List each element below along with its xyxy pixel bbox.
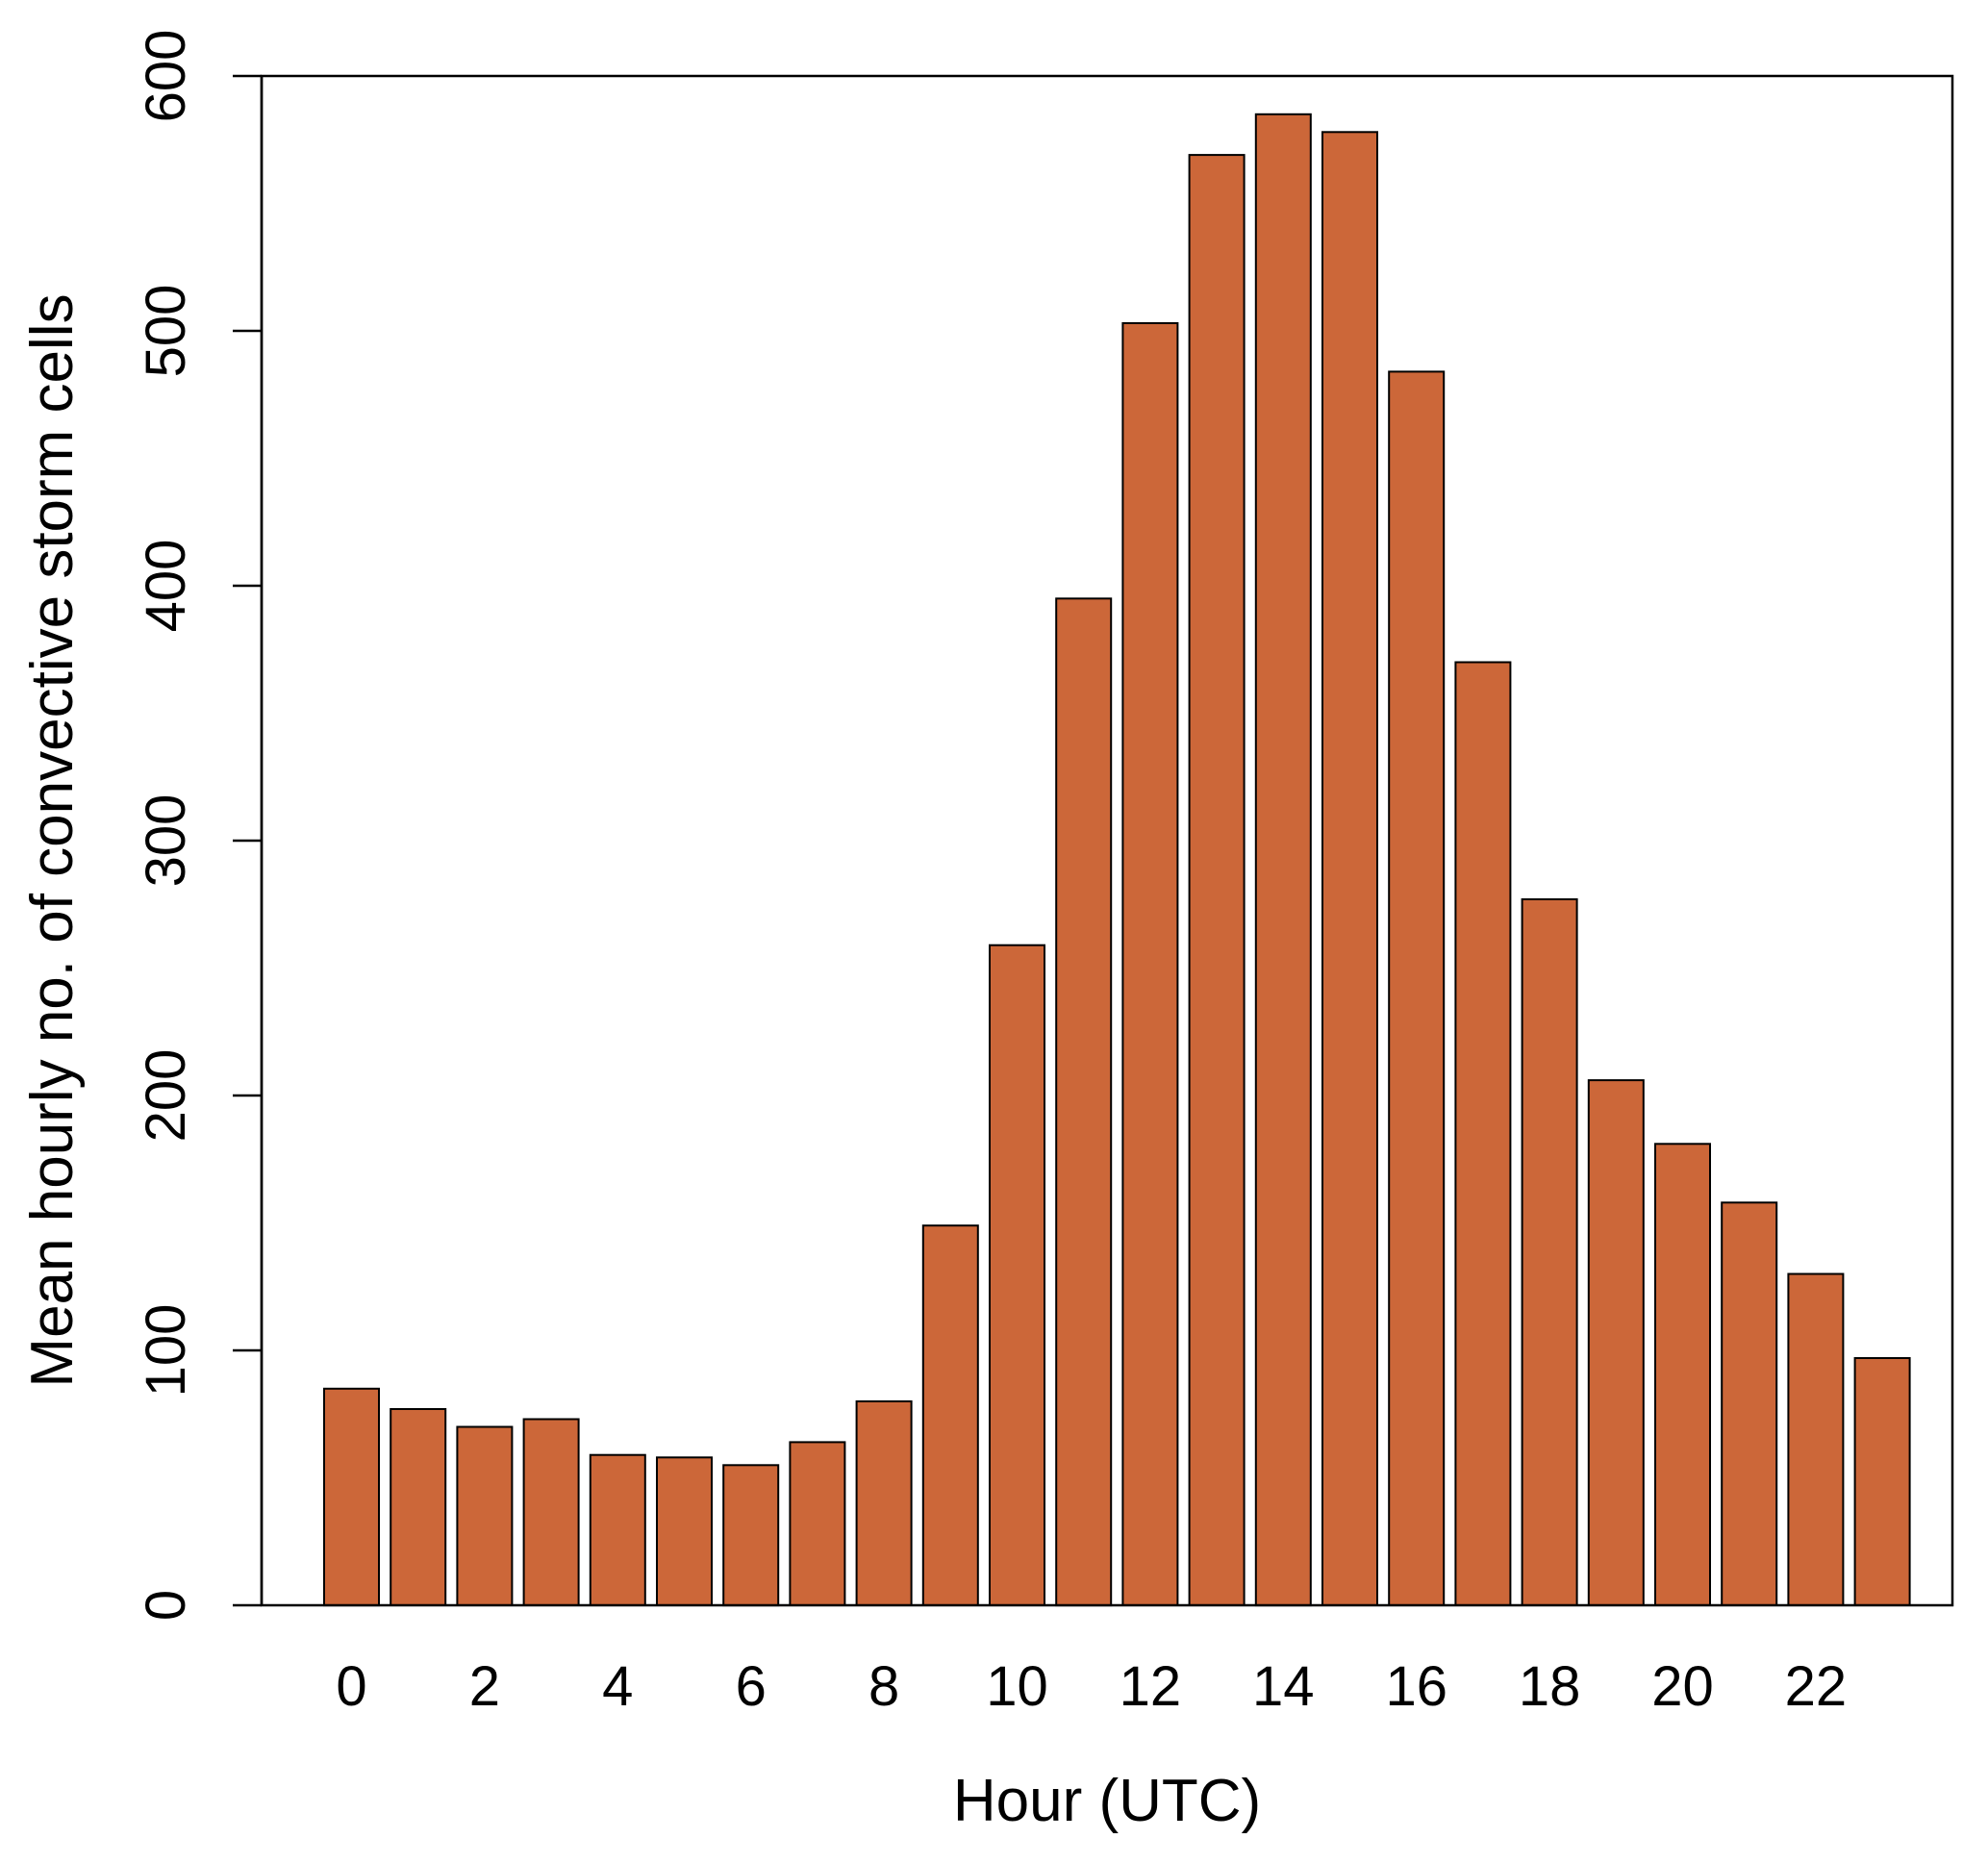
bar-hour-22 xyxy=(1787,1272,1845,1606)
x-axis-tick-labels: 0 2 4 6 8 10 12 14 16 18 20 22 xyxy=(336,1655,1847,1718)
bar-hour-7 xyxy=(789,1441,846,1607)
bar-hour-18 xyxy=(1521,898,1578,1606)
bar-hour-6 xyxy=(722,1464,780,1607)
bar-hour-4 xyxy=(589,1453,646,1606)
bar-hour-13 xyxy=(1188,154,1246,1607)
y-axis-title: Mean hourly no. of convective storm cell… xyxy=(19,293,86,1387)
bar-hour-14 xyxy=(1254,113,1312,1607)
bar-hour-5 xyxy=(656,1456,713,1607)
bars-group xyxy=(323,113,1911,1607)
x-tick-label-12: 12 xyxy=(1120,1655,1182,1718)
y-axis: 0 100 200 300 400 500 600 xyxy=(135,30,264,1621)
y-tick-label-400: 400 xyxy=(135,540,197,633)
x-tick-label-16: 16 xyxy=(1385,1655,1447,1718)
x-tick-label-18: 18 xyxy=(1519,1655,1581,1718)
x-axis-title: Hour (UTC) xyxy=(953,1768,1261,1834)
bar-hour-8 xyxy=(855,1400,913,1606)
bar-hour-1 xyxy=(390,1408,447,1606)
x-tick-label-0: 0 xyxy=(336,1655,366,1718)
y-tick-label-0: 0 xyxy=(135,1590,197,1621)
y-tick-label-600: 600 xyxy=(135,30,197,123)
bar-hour-23 xyxy=(1853,1357,1911,1606)
x-tick-label-20: 20 xyxy=(1651,1655,1714,1718)
bar-hour-0 xyxy=(323,1387,380,1607)
bar-hour-3 xyxy=(522,1418,580,1606)
bar-hour-10 xyxy=(989,944,1045,1606)
bar-hour-21 xyxy=(1721,1201,1778,1607)
x-tick-label-22: 22 xyxy=(1785,1655,1848,1718)
bar-hour-20 xyxy=(1654,1143,1711,1607)
bar-hour-16 xyxy=(1388,370,1446,1606)
y-tick-label-500: 500 xyxy=(135,285,197,378)
bar-hour-2 xyxy=(456,1425,514,1606)
y-tick-label-100: 100 xyxy=(135,1304,197,1398)
x-tick-label-4: 4 xyxy=(602,1655,633,1718)
bar-hour-9 xyxy=(921,1224,979,1606)
bar-hour-15 xyxy=(1321,131,1378,1606)
bar-hour-19 xyxy=(1587,1079,1645,1606)
x-tick-label-14: 14 xyxy=(1252,1655,1315,1718)
x-tick-label-8: 8 xyxy=(868,1655,899,1718)
y-tick-label-200: 200 xyxy=(135,1049,197,1143)
bar-hour-11 xyxy=(1055,597,1113,1607)
x-tick-label-2: 2 xyxy=(469,1655,500,1718)
x-tick-label-6: 6 xyxy=(736,1655,767,1718)
x-tick-label-10: 10 xyxy=(986,1655,1048,1718)
y-tick-label-300: 300 xyxy=(135,794,197,888)
bar-hour-12 xyxy=(1121,322,1179,1606)
bar-hour-17 xyxy=(1454,661,1512,1606)
